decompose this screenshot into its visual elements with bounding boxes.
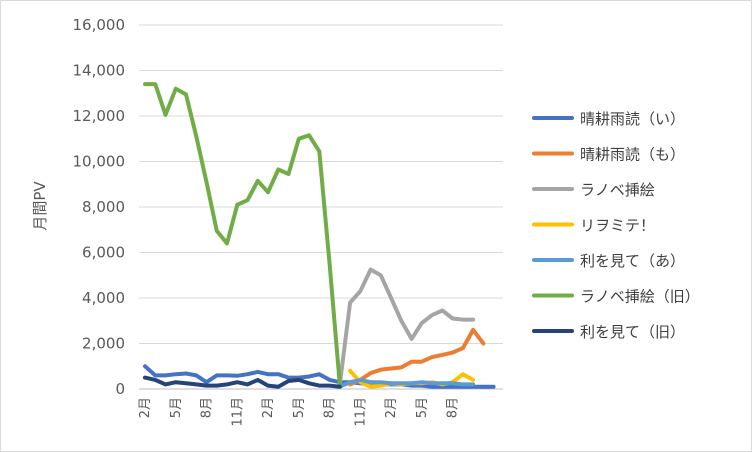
x-tick-label: 11月 xyxy=(353,397,368,427)
series-line xyxy=(143,364,496,389)
y-axis-label: 月間PV xyxy=(31,181,49,231)
legend-label: リヲミテ！ xyxy=(580,217,655,235)
legend-label: 晴耕雨読（も） xyxy=(580,146,685,164)
x-tick-label: 11月 xyxy=(230,397,245,427)
x-tick-label: 5月 xyxy=(169,397,184,418)
series-lines xyxy=(143,82,496,389)
y-axis-ticks: 0 2,000 4,000 6,000 8,000 10,000 12,000 14,000 1… xyxy=(73,16,126,398)
y-tick-label: 14,000 xyxy=(73,62,126,80)
y-tick-label: 12,000 xyxy=(73,107,126,125)
y-tick-label: 2,000 xyxy=(82,335,125,353)
y-tick-label: 10,000 xyxy=(73,153,126,171)
x-tick-label: 8月 xyxy=(323,397,338,418)
x-tick-label: 2月 xyxy=(261,397,276,418)
series-line xyxy=(348,327,486,387)
x-tick-label: 5月 xyxy=(292,397,307,418)
series-line xyxy=(337,377,476,389)
y-tick-label: 16,000 xyxy=(73,16,126,34)
y-tick-label: 4,000 xyxy=(82,289,125,307)
x-tick-label: 2月 xyxy=(384,397,399,418)
x-axis-ticks: 2月 5月 8月 11月 2月 5月 8月 11月 2月 5月 8月 xyxy=(138,397,461,427)
series-line xyxy=(143,375,342,389)
legend-label: 利を見て（旧） xyxy=(580,323,685,341)
legend-label: ラノベ挿絵 xyxy=(580,181,655,199)
y-tick-label: 8,000 xyxy=(82,198,125,216)
legend-label: 晴耕雨読（い） xyxy=(580,110,685,128)
x-tick-label: 2月 xyxy=(138,397,153,418)
x-tick-label: 8月 xyxy=(446,397,461,418)
y-tick-label: 6,000 xyxy=(82,244,125,262)
series-line xyxy=(337,267,476,387)
x-tick-label: 8月 xyxy=(200,397,215,418)
series-line xyxy=(143,82,342,387)
legend-label: ラノベ挿絵（旧） xyxy=(580,288,700,306)
y-tick-label: 0 xyxy=(115,380,125,398)
x-tick-label: 5月 xyxy=(415,397,430,418)
legend-label: 利を見て（あ） xyxy=(580,252,685,270)
